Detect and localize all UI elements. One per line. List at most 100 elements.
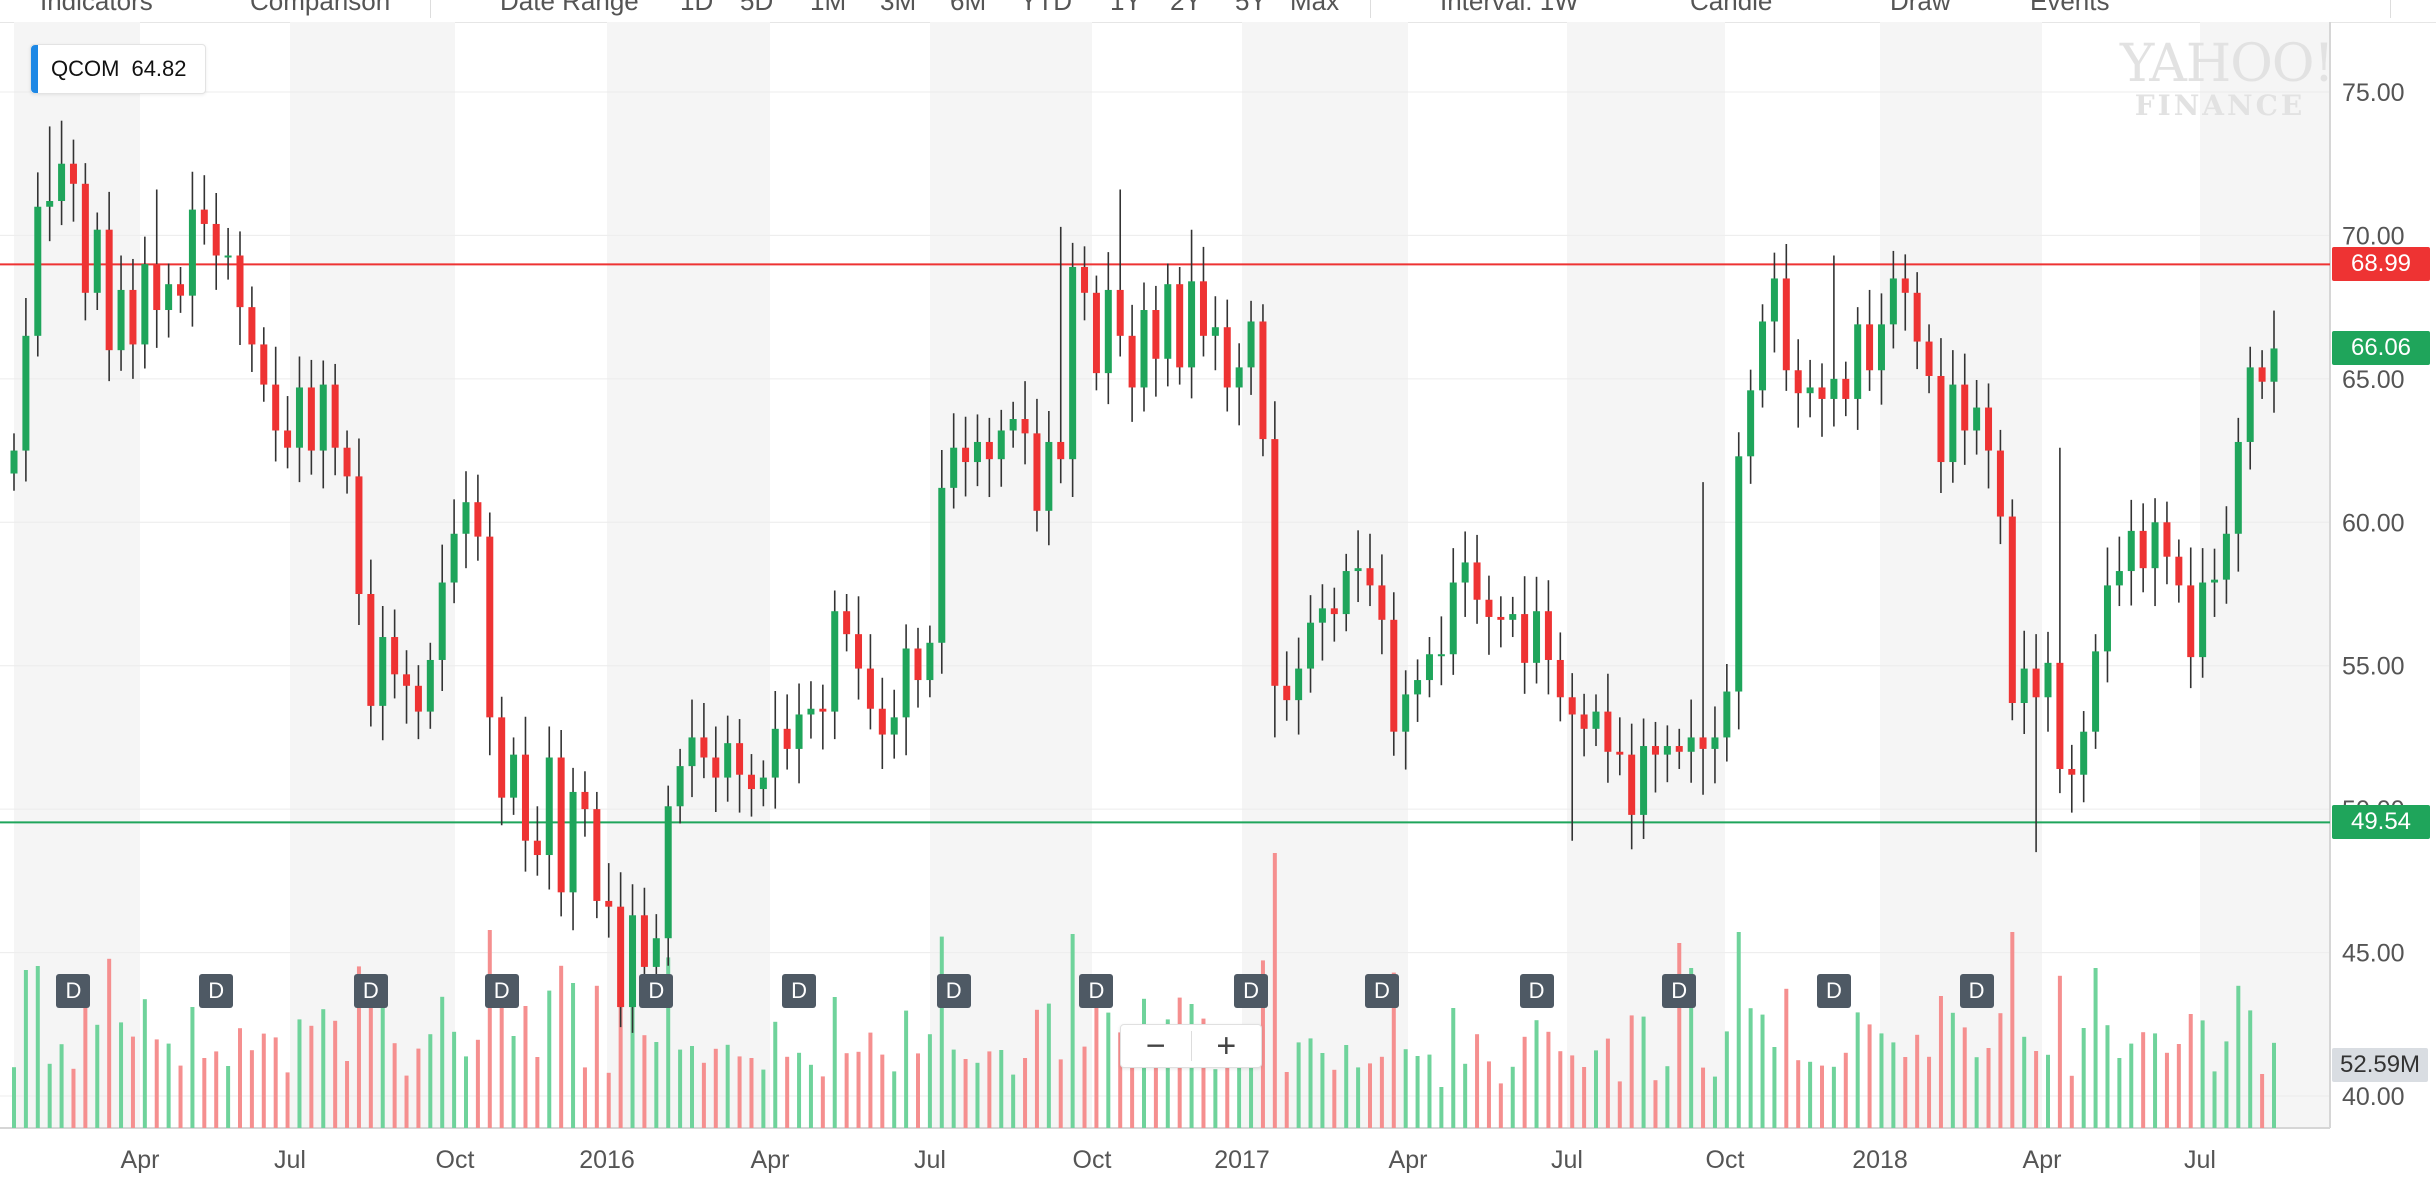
candle-body (1877, 324, 1885, 371)
candle-body (2115, 571, 2123, 586)
candle-body (1223, 327, 1231, 388)
volume-bar (1344, 1045, 1349, 1128)
toolbar-item-interval-1w[interactable]: Interval: 1W (1440, 0, 1579, 16)
candle-body (379, 637, 387, 706)
volume-bar (214, 1051, 219, 1128)
volume-bar (1962, 1027, 1967, 1128)
toolbar-item-events[interactable]: Events (2030, 0, 2110, 16)
volume-bar (2093, 968, 2098, 1128)
candle-body (1675, 746, 1683, 752)
zoom-in-button[interactable]: + (1216, 1027, 1237, 1065)
volume-bar (1701, 1067, 1706, 1128)
candle-body (676, 766, 684, 807)
zoom-out-button[interactable]: − (1145, 1027, 1166, 1065)
volume-bar (1629, 1015, 1634, 1128)
candle-body (81, 183, 89, 293)
volume-bar (1379, 1056, 1384, 1128)
toolbar-item-max[interactable]: Max (1290, 0, 1340, 16)
volume-bar (618, 996, 623, 1128)
candle-body (2032, 668, 2040, 698)
dividend-marker[interactable]: D (1816, 974, 1851, 1008)
candle-body (1794, 370, 1802, 394)
dividend-marker[interactable]: D (484, 974, 519, 1008)
candle-body (950, 447, 958, 488)
toolbar-item-indicators[interactable]: Indicators (40, 0, 153, 16)
volume-bar (690, 1046, 694, 1128)
toolbar-item-comparison[interactable]: Comparison (250, 0, 391, 16)
dividend-marker[interactable]: D (782, 974, 817, 1008)
volume-bar (1284, 1072, 1289, 1128)
volume-bar (1522, 1036, 1527, 1128)
volume-bar (297, 1019, 302, 1128)
candle-body (1735, 456, 1743, 692)
volume-bar (1915, 1034, 1920, 1128)
volume-bar (1831, 1066, 1836, 1128)
candle-body (1770, 278, 1778, 322)
y-tick-label: 60.00 (2342, 509, 2405, 537)
candle-body (2103, 585, 2111, 652)
x-tick-label: Apr (751, 1146, 790, 1174)
volume-bar (1118, 1032, 1123, 1128)
candle-body (771, 728, 779, 778)
candle-body (177, 284, 185, 296)
toolbar-item-draw[interactable]: Draw (1890, 0, 1951, 16)
dividend-marker[interactable]: D (639, 974, 674, 1008)
candle-body (712, 757, 720, 778)
volume-bar (2224, 1041, 2229, 1128)
candle-body (93, 229, 101, 293)
dividend-marker[interactable]: D (1519, 974, 1554, 1008)
volume-bar (1748, 1008, 1753, 1128)
candle-body (153, 264, 161, 311)
dividend-marker[interactable]: D (1234, 974, 1269, 1008)
candle-body (1211, 327, 1219, 336)
toolbar-item-date-range[interactable]: Date Range (500, 0, 639, 16)
candle-body (1699, 737, 1707, 749)
volume-bar (2141, 1032, 2146, 1128)
dividend-marker[interactable]: D (1662, 974, 1697, 1008)
dividend-marker[interactable]: D (199, 974, 234, 1008)
candle-body (1092, 292, 1100, 374)
volume-bar (582, 1067, 587, 1128)
toolbar-item-1m[interactable]: 1M (810, 0, 847, 16)
symbol-legend[interactable]: QCOM 64.82 (30, 44, 206, 94)
volume-bar (606, 1072, 611, 1128)
candle-body (1616, 751, 1624, 755)
toolbar-item-5y[interactable]: 5Y (1235, 0, 1267, 16)
candle-body (1996, 450, 2004, 517)
toolbar-item-3m[interactable]: 3M (880, 0, 917, 16)
volume-bar (975, 1062, 980, 1128)
toolbar-item-5d[interactable]: 5D (740, 0, 774, 16)
volume-bar (1368, 1063, 1372, 1128)
candle-body (2020, 668, 2028, 704)
volume-bar (939, 936, 944, 1128)
toolbar-item-1d[interactable]: 1D (680, 0, 714, 16)
dividend-marker[interactable]: D (1959, 974, 1994, 1008)
candle-body (2151, 522, 2159, 569)
candle-body (1199, 281, 1207, 336)
candle-body (985, 441, 993, 460)
dividend-marker[interactable]: D (56, 974, 91, 1008)
candle-body (1806, 387, 1814, 394)
dividend-marker[interactable]: D (1364, 974, 1399, 1008)
toolbar-item-1y[interactable]: 1Y (1110, 0, 1142, 16)
toolbar-item-6m[interactable]: 6M (950, 0, 987, 16)
toolbar-item-candle[interactable]: Candle (1690, 0, 1773, 16)
volume-bar (2010, 932, 2015, 1128)
candle-body (1521, 614, 1529, 663)
dividend-marker[interactable]: D (353, 974, 388, 1008)
candle-body (1830, 378, 1838, 399)
volume-bar (261, 1033, 266, 1128)
volume-bar (2248, 1010, 2253, 1128)
toolbar-item-ytd[interactable]: YTD (1020, 0, 1072, 16)
dividend-marker[interactable]: D (936, 974, 971, 1008)
volume-bar (1463, 1063, 1468, 1128)
dividend-marker[interactable]: D (1079, 974, 1114, 1008)
volume-bar (1237, 1053, 1242, 1128)
volume-bar (2105, 1025, 2110, 1128)
candle-body (69, 163, 77, 184)
x-tick-label: Jul (1551, 1146, 1583, 1174)
volume-bar (1296, 1042, 1301, 1128)
toolbar-item-2y[interactable]: 2Y (1170, 0, 1202, 16)
candle-body (1842, 378, 1850, 399)
candle-body (664, 806, 672, 939)
